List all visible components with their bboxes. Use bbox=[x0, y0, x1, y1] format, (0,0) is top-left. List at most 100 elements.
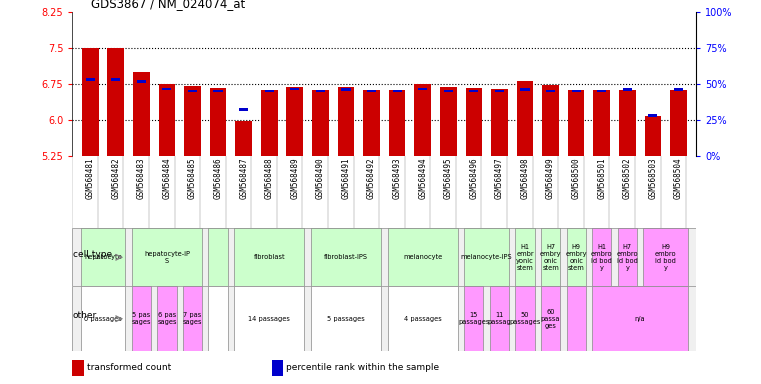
Text: GSM568490: GSM568490 bbox=[316, 157, 325, 199]
Bar bbox=[622, 88, 632, 91]
Bar bbox=[670, 90, 686, 156]
Bar bbox=[312, 90, 329, 156]
Text: 4 passages: 4 passages bbox=[404, 316, 441, 322]
Text: GSM568496: GSM568496 bbox=[470, 157, 479, 199]
Text: GSM568489: GSM568489 bbox=[290, 157, 299, 199]
Text: GSM568504: GSM568504 bbox=[674, 157, 683, 199]
Text: GSM568499: GSM568499 bbox=[546, 157, 555, 199]
Text: GSM568491: GSM568491 bbox=[342, 157, 351, 199]
Bar bbox=[466, 88, 482, 156]
Bar bbox=[541, 228, 560, 286]
Text: H1
embr
yonic
stem: H1 embr yonic stem bbox=[516, 244, 533, 271]
Text: GSM568481: GSM568481 bbox=[86, 157, 94, 199]
Text: 6 pas
sages: 6 pas sages bbox=[158, 312, 177, 325]
Bar bbox=[132, 228, 202, 286]
Text: 15
passages: 15 passages bbox=[458, 312, 489, 325]
Bar bbox=[133, 71, 150, 156]
Bar bbox=[643, 228, 688, 286]
Bar bbox=[72, 359, 84, 376]
Text: fibroblast: fibroblast bbox=[253, 254, 285, 260]
Bar bbox=[367, 89, 376, 92]
Bar bbox=[566, 286, 586, 351]
Bar bbox=[107, 48, 124, 156]
Text: melanocyte-IPS: melanocyte-IPS bbox=[461, 254, 512, 260]
Text: GSM568485: GSM568485 bbox=[188, 157, 197, 199]
Text: GSM568493: GSM568493 bbox=[393, 157, 402, 199]
Text: GSM568482: GSM568482 bbox=[111, 157, 120, 199]
Bar bbox=[214, 89, 223, 92]
Bar bbox=[521, 88, 530, 91]
Bar bbox=[387, 228, 458, 286]
Text: melanocyte: melanocyte bbox=[403, 254, 442, 260]
Bar bbox=[209, 286, 228, 351]
Bar bbox=[234, 286, 304, 351]
Bar bbox=[183, 286, 202, 351]
Bar bbox=[286, 87, 303, 156]
Bar bbox=[592, 228, 611, 286]
Bar bbox=[568, 90, 584, 156]
Bar bbox=[158, 286, 177, 351]
Bar bbox=[440, 87, 457, 156]
Text: cell type: cell type bbox=[73, 250, 112, 259]
Bar bbox=[594, 90, 610, 156]
Bar bbox=[389, 90, 406, 156]
Bar bbox=[137, 80, 146, 83]
Text: percentile rank within the sample: percentile rank within the sample bbox=[286, 363, 439, 372]
Text: fibroblast-IPS: fibroblast-IPS bbox=[324, 254, 368, 260]
Text: H7
embry
onic
stem: H7 embry onic stem bbox=[540, 244, 562, 271]
Bar bbox=[597, 89, 607, 92]
Text: n/a: n/a bbox=[635, 316, 645, 322]
Text: GSM568498: GSM568498 bbox=[521, 157, 530, 199]
Bar bbox=[82, 48, 98, 156]
Bar bbox=[338, 87, 355, 156]
Bar bbox=[414, 84, 431, 156]
Bar bbox=[235, 121, 252, 156]
Bar bbox=[572, 89, 581, 92]
Text: GSM568494: GSM568494 bbox=[418, 157, 427, 199]
Text: GSM568501: GSM568501 bbox=[597, 157, 607, 199]
Text: GSM568497: GSM568497 bbox=[495, 157, 504, 199]
Text: transformed count: transformed count bbox=[87, 363, 171, 372]
Bar bbox=[265, 89, 274, 92]
Text: 14 passages: 14 passages bbox=[248, 316, 290, 322]
Bar bbox=[592, 286, 688, 351]
Text: hepatocyte: hepatocyte bbox=[84, 254, 122, 260]
Text: 60
passa
ges: 60 passa ges bbox=[541, 309, 560, 329]
Bar bbox=[310, 286, 381, 351]
Text: 5 passages: 5 passages bbox=[327, 316, 365, 322]
Bar bbox=[541, 286, 560, 351]
Text: GSM568484: GSM568484 bbox=[162, 157, 171, 199]
Text: 5 pas
sages: 5 pas sages bbox=[132, 312, 151, 325]
Bar bbox=[81, 228, 126, 286]
Bar bbox=[261, 90, 278, 156]
Bar bbox=[470, 89, 479, 92]
Bar bbox=[618, 228, 637, 286]
Text: H7
embro
id bod
y: H7 embro id bod y bbox=[616, 244, 638, 271]
Bar bbox=[363, 90, 380, 156]
Bar bbox=[517, 81, 533, 156]
Bar bbox=[393, 89, 402, 92]
Bar bbox=[418, 88, 427, 90]
Text: 11
passag: 11 passag bbox=[488, 312, 511, 325]
Bar bbox=[272, 359, 283, 376]
Text: GSM568492: GSM568492 bbox=[367, 157, 376, 199]
Bar bbox=[184, 86, 201, 156]
Bar bbox=[515, 228, 534, 286]
Bar bbox=[188, 89, 197, 92]
Text: GSM568483: GSM568483 bbox=[137, 157, 146, 199]
Bar bbox=[158, 84, 175, 156]
Bar bbox=[111, 78, 120, 81]
Bar bbox=[290, 88, 299, 90]
Bar bbox=[342, 88, 351, 91]
Text: GSM568500: GSM568500 bbox=[572, 157, 581, 199]
Bar bbox=[86, 78, 95, 81]
Text: GSM568502: GSM568502 bbox=[622, 157, 632, 199]
Text: GSM568488: GSM568488 bbox=[265, 157, 274, 199]
Bar bbox=[81, 286, 126, 351]
Bar bbox=[490, 286, 509, 351]
Text: 50
passages: 50 passages bbox=[509, 312, 540, 325]
Bar bbox=[387, 286, 458, 351]
Bar bbox=[515, 286, 534, 351]
Text: hepatocyte-iP
S: hepatocyte-iP S bbox=[144, 251, 190, 264]
Text: GSM568503: GSM568503 bbox=[648, 157, 658, 199]
